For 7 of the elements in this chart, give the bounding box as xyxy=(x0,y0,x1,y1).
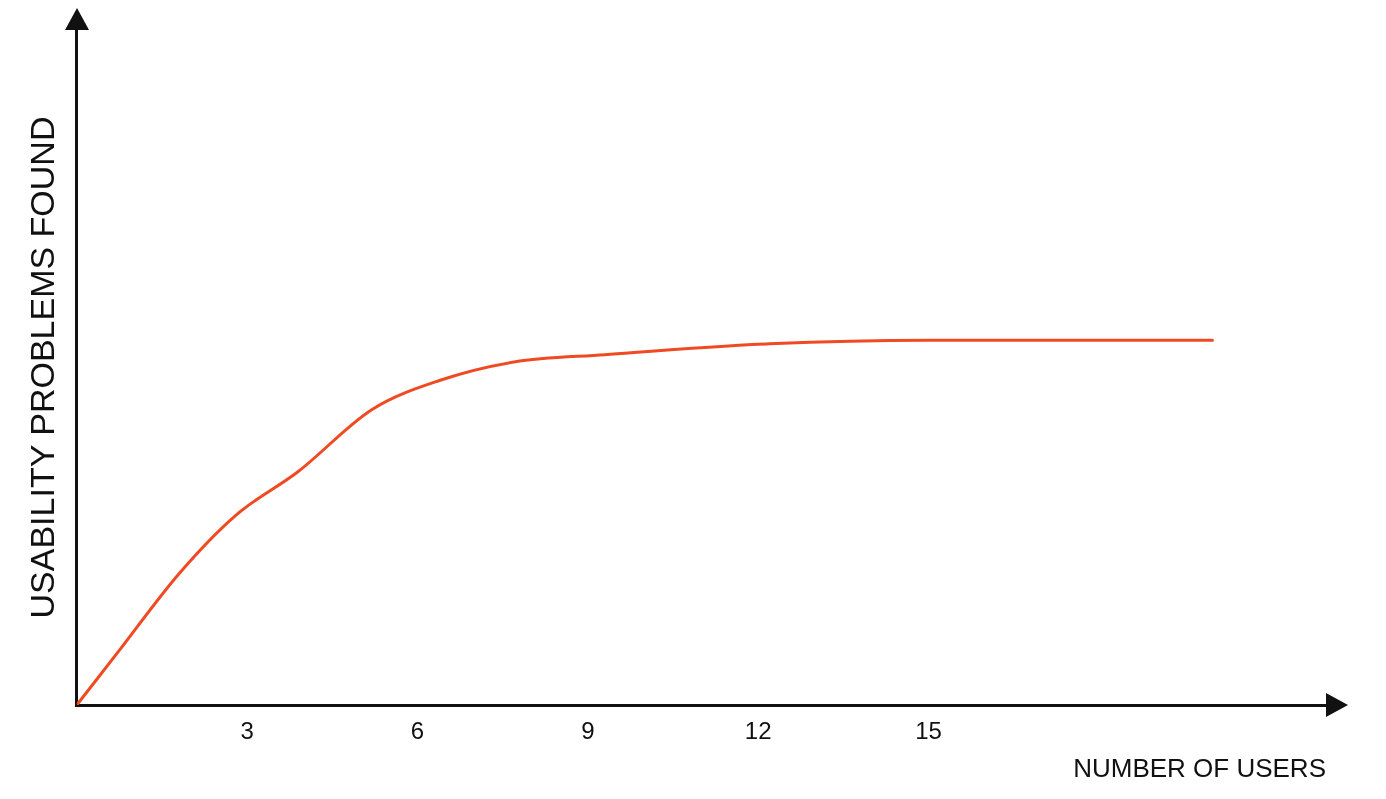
x-axis-title: NUMBER OF USERS xyxy=(1073,752,1326,783)
y-axis-title: USABILITY PROBLEMS FOUND xyxy=(22,116,61,619)
x-tick-label: 15 xyxy=(915,717,942,745)
x-tick-label: 9 xyxy=(581,717,595,745)
x-tick-label: 6 xyxy=(410,717,425,745)
x-tick-label: 12 xyxy=(744,717,772,745)
x-tick-label: 3 xyxy=(240,717,254,745)
